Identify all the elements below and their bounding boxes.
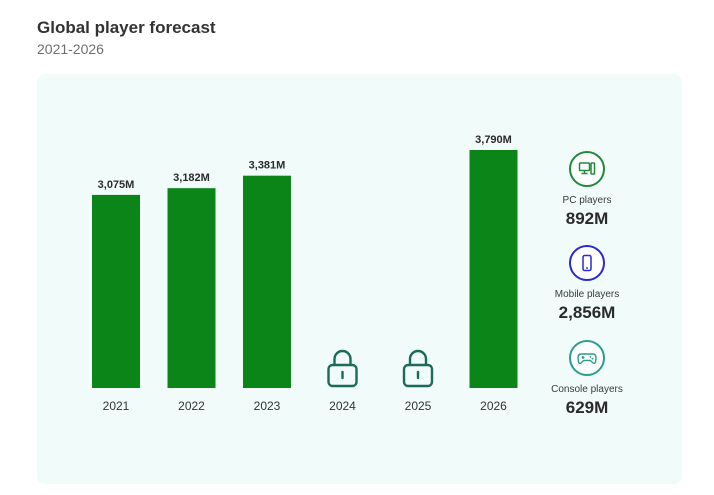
- chart-subtitle: 2021-2026: [37, 41, 104, 57]
- data-label: 3,790M: [475, 134, 512, 146]
- stat-label: Mobile players: [554, 289, 620, 300]
- chart-panel: [37, 74, 682, 484]
- bar: [92, 194, 140, 388]
- data-label: 3,381M: [249, 160, 286, 172]
- x-tick-label: 2026: [480, 399, 507, 413]
- x-tick-label: 2023: [254, 399, 281, 413]
- lock-icon: [327, 349, 358, 388]
- x-tick-label: 2024: [329, 399, 356, 413]
- stat-pc: PC players 892M: [527, 151, 647, 229]
- lock-shackle: [333, 349, 352, 365]
- lock-icon: [402, 349, 434, 388]
- x-tick-label: 2022: [178, 399, 205, 413]
- stat-value: 2,856M: [558, 303, 616, 322]
- gamepad-icon: [569, 340, 605, 376]
- lock-body: [327, 363, 358, 388]
- bar: [243, 175, 291, 388]
- mobile-icon: [569, 245, 605, 281]
- data-label: 3,075M: [98, 179, 135, 191]
- data-label: 3,182M: [173, 172, 210, 184]
- stat-value: 892M: [565, 209, 609, 228]
- stat-label: Console players: [551, 384, 623, 395]
- chart-title: Global player forecast: [37, 18, 216, 37]
- stat-mobile: Mobile players 2,856M: [527, 245, 647, 323]
- stat-value: 629M: [565, 398, 609, 417]
- stat-console: Console players 629M: [527, 340, 647, 418]
- pc-icon: [569, 151, 605, 187]
- lock-body: [402, 363, 434, 388]
- x-tick-label: 2025: [405, 399, 432, 413]
- bar: [167, 188, 216, 388]
- x-tick-label: 2021: [103, 399, 130, 413]
- stat-label: PC players: [562, 195, 612, 206]
- lock-shackle: [408, 349, 428, 365]
- bar: [469, 150, 518, 388]
